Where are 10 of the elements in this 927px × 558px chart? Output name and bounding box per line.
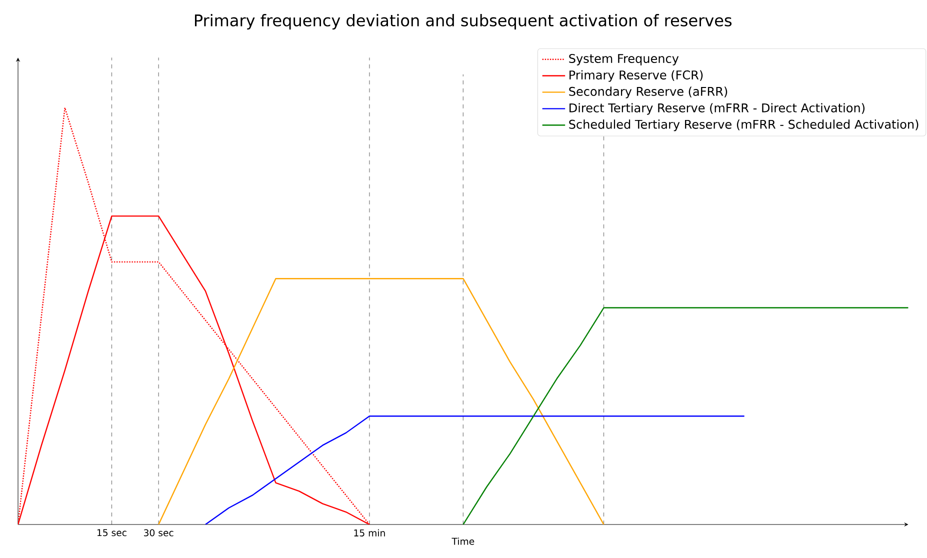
- legend-label: Primary Reserve (FCR): [570, 70, 703, 82]
- legend-label: System Frequency: [569, 54, 679, 66]
- x-tick-label: 15 sec: [97, 529, 126, 536]
- chart-title: Primary frequency deviation and subsequent activation of reserves: [194, 14, 732, 30]
- legend-label: Secondary Reserve (aFRR): [569, 86, 728, 98]
- x-tick-label: 15 min: [354, 529, 385, 537]
- x-tick-label: 30 sec: [144, 529, 174, 537]
- legend-label: Direct Tertiary Reserve (mFRR - Direct Activation): [570, 103, 865, 115]
- legend-label: Scheduled Tertiary Reserve (mFRR - Scheduled Activation): [569, 120, 918, 132]
- x-axis-title: Time: [452, 538, 474, 546]
